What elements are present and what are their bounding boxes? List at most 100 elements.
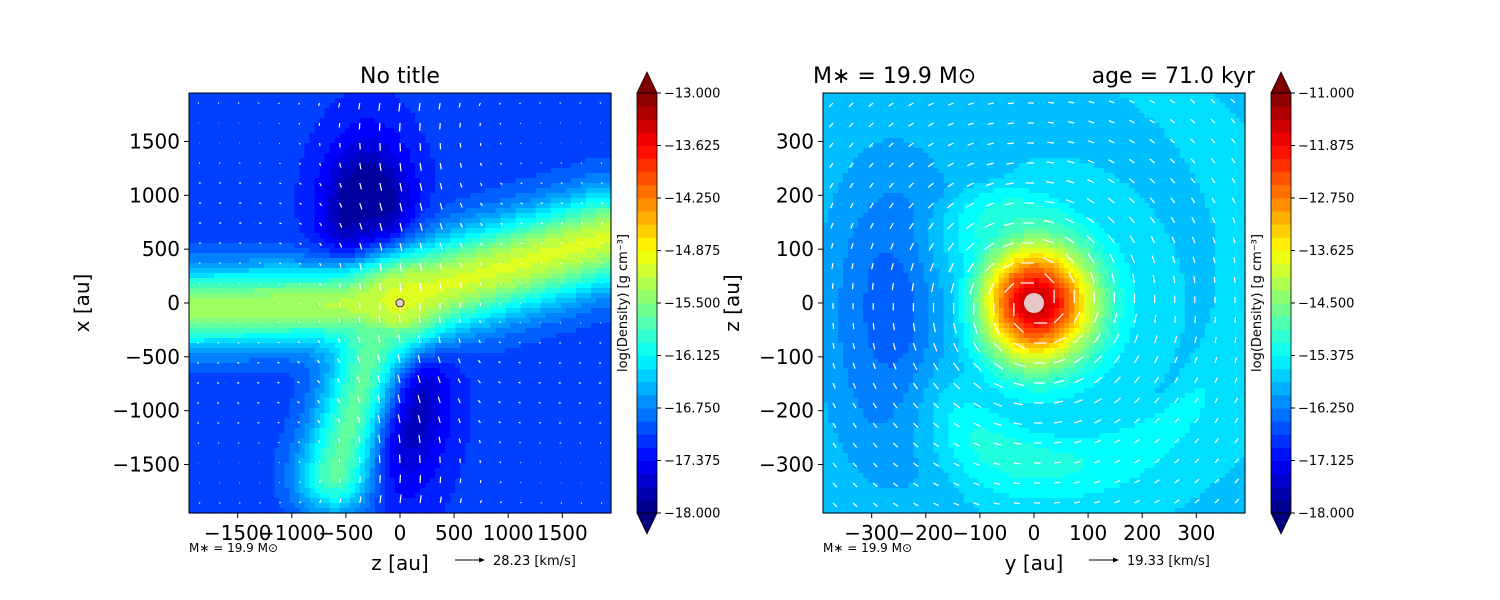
density-cell [605, 198, 612, 204]
density-cell [545, 313, 552, 319]
density-cell [364, 298, 371, 304]
density-cell [460, 248, 466, 254]
density-cell [234, 108, 240, 114]
density-cell [605, 293, 612, 299]
density-cell [475, 303, 481, 309]
density-cell [349, 343, 356, 349]
density-cell [304, 213, 311, 219]
density-cell [410, 303, 416, 309]
density-cell [394, 183, 401, 189]
density-cell [224, 203, 230, 209]
density-cell [555, 198, 562, 204]
density-cell [274, 233, 281, 239]
density-cell [264, 103, 270, 109]
density-cell [324, 93, 331, 99]
density-cell [289, 323, 296, 329]
density-cell [269, 98, 275, 104]
density-cell [410, 358, 416, 364]
density-cell [259, 153, 265, 159]
density-cell [314, 283, 321, 289]
density-cell [329, 388, 336, 394]
density-cell [279, 178, 286, 184]
density-cell [580, 278, 587, 284]
density-cell [470, 308, 476, 314]
density-cell [475, 148, 481, 154]
density-cell [349, 118, 356, 124]
density-cell [480, 128, 486, 134]
density-cell [585, 193, 592, 199]
density-cell [189, 248, 195, 254]
density-cell [445, 383, 451, 389]
density-cell [374, 198, 381, 204]
density-cell [314, 223, 321, 229]
density-cell [229, 378, 235, 384]
density-cell [480, 233, 486, 239]
density-cell [410, 323, 416, 329]
density-cell [525, 233, 532, 239]
density-cell [450, 213, 456, 219]
density-cell [389, 118, 396, 124]
density-cell [384, 188, 391, 194]
density-cell [545, 298, 552, 304]
density-cell [244, 163, 250, 169]
density-cell [415, 103, 421, 109]
density-cell [194, 263, 200, 269]
density-cell [214, 353, 220, 359]
density-cell [585, 308, 592, 314]
density-cell [555, 148, 562, 154]
density-cell [209, 358, 215, 364]
density-cell [410, 173, 416, 179]
density-cell [229, 173, 235, 179]
density-cell [400, 223, 406, 229]
density-cell [389, 333, 396, 339]
density-cell [550, 328, 557, 334]
density-cell [425, 318, 431, 324]
density-cell [455, 143, 461, 149]
density-cell [590, 358, 597, 364]
density-cell [420, 183, 426, 189]
density-cell [565, 228, 572, 234]
density-cell [194, 198, 200, 204]
density-cell [405, 138, 411, 144]
density-cell [329, 163, 336, 169]
density-cell [274, 338, 281, 344]
density-cell [475, 238, 481, 244]
density-cell [535, 263, 542, 269]
density-cell [490, 358, 497, 364]
density-cell [369, 128, 376, 134]
density-cell [580, 208, 587, 214]
density-cell [284, 143, 291, 149]
density-cell [495, 223, 502, 229]
density-cell [420, 238, 426, 244]
density-cell [520, 243, 527, 249]
density-cell [229, 368, 235, 374]
density-cell [490, 228, 497, 234]
density-cell [605, 208, 612, 214]
density-cell [480, 278, 486, 284]
density-cell [550, 93, 557, 99]
density-cell [349, 203, 356, 209]
density-cell [349, 358, 356, 364]
density-cell [495, 248, 502, 254]
density-cell [199, 268, 205, 274]
density-cell [495, 213, 502, 219]
density-cell [199, 208, 205, 214]
density-cell [374, 303, 381, 309]
density-cell [369, 118, 376, 124]
density-cell [545, 233, 552, 239]
density-cell [384, 153, 391, 159]
density-cell [470, 168, 476, 174]
density-cell [239, 243, 245, 249]
density-cell [550, 318, 557, 324]
density-cell [525, 163, 532, 169]
density-cell [364, 253, 371, 259]
density-cell [254, 183, 260, 189]
density-cell [304, 308, 311, 314]
density-cell [269, 198, 275, 204]
density-cell [590, 203, 597, 209]
density-cell [595, 338, 602, 344]
density-cell [570, 208, 577, 214]
density-cell [600, 143, 607, 149]
density-cell [369, 238, 376, 244]
density-cell [209, 188, 215, 194]
